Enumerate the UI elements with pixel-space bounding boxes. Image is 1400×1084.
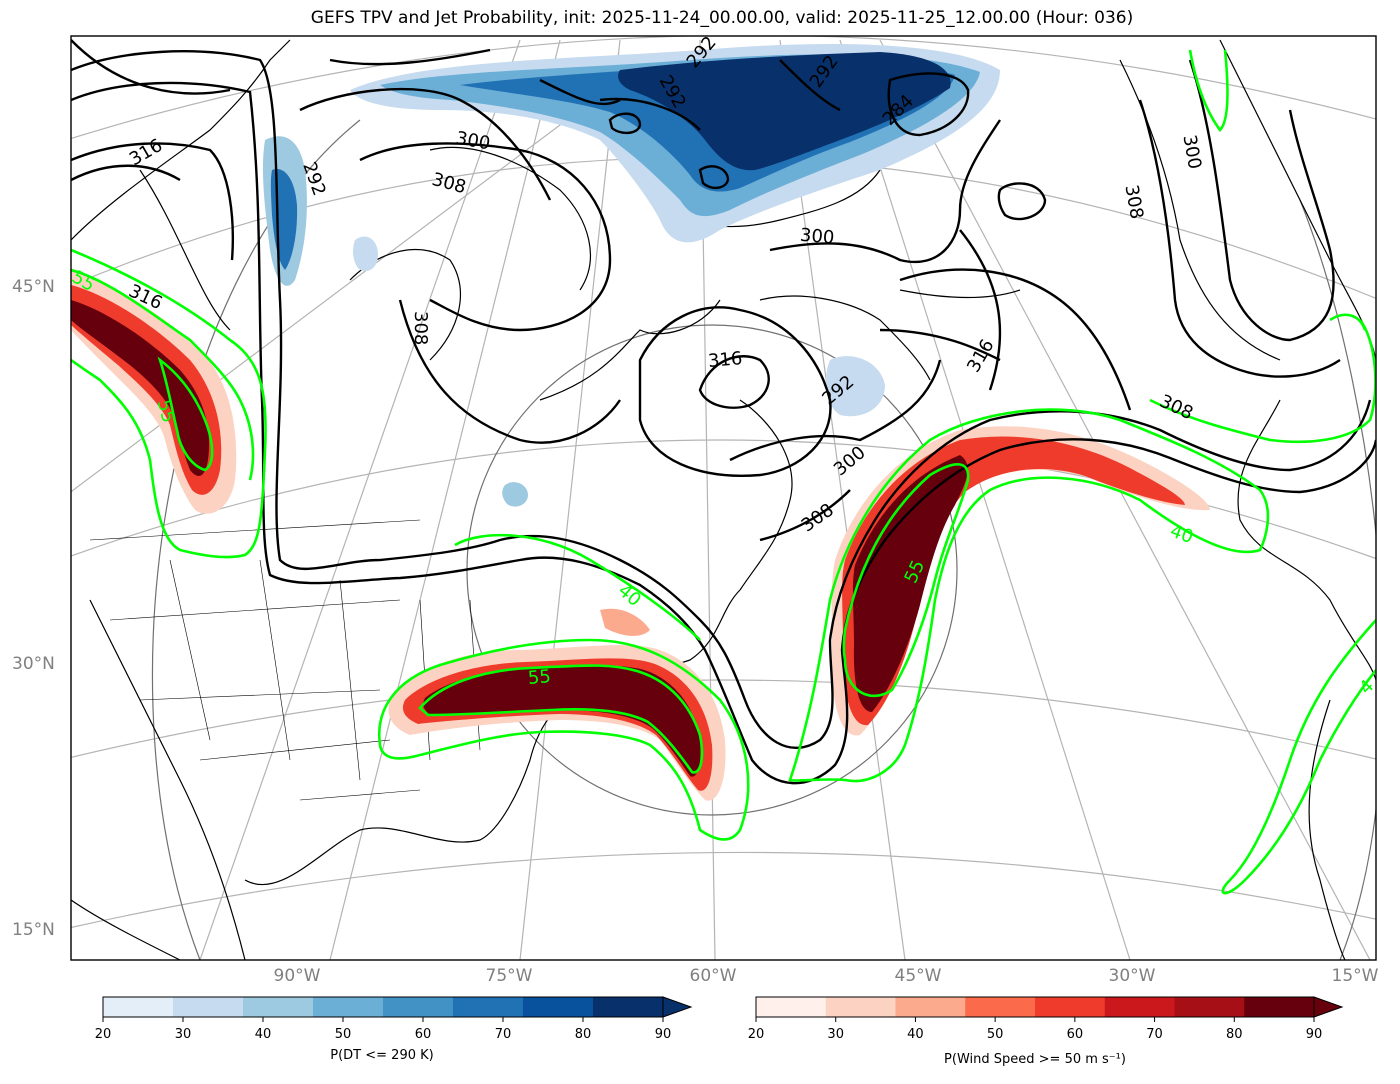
colorbar-swatch	[523, 997, 594, 1017]
colorbar-tick-label: 50	[986, 1027, 1004, 1042]
colorbar-swatch	[313, 997, 384, 1017]
colorbar-tick-label: 30	[174, 1027, 192, 1042]
colorbar-swatch	[173, 997, 244, 1017]
lat-label: 15°N	[12, 920, 55, 940]
lat-label: 45°N	[12, 277, 55, 297]
colorbar-swatch	[1244, 997, 1314, 1017]
chart-title: GEFS TPV and Jet Probability, init: 2025…	[310, 8, 1134, 28]
colorbar-swatch	[243, 997, 314, 1017]
theta-label: 300	[454, 128, 491, 155]
colorbar-frame	[755, 996, 1315, 1018]
colorbar-tick-label: 20	[94, 1027, 112, 1042]
colorbar-tick-label: 50	[334, 1027, 352, 1042]
colorbar-tick-label: 70	[494, 1027, 512, 1042]
theta-label: 308	[1156, 391, 1196, 425]
graticule-circles	[151, 119, 1376, 960]
colorbar-tick-label: 20	[747, 1027, 765, 1042]
lon-label: 75°W	[485, 966, 533, 986]
colorbar-tick-label: 40	[254, 1027, 272, 1042]
jet-label: 55	[527, 666, 552, 689]
colorbar-tick-label: 60	[414, 1027, 432, 1042]
colorbar-swatch	[895, 997, 966, 1017]
theta-contours	[71, 39, 1376, 785]
colorbar-dt-title: P(DT <= 290 K)	[330, 1048, 434, 1063]
jet-label: 40	[1167, 521, 1196, 549]
colorbar-wind-title: P(Wind Speed >= 50 m s⁻¹)	[944, 1052, 1126, 1067]
colorbar-swatch	[103, 997, 174, 1017]
lat-label: 30°N	[12, 654, 55, 674]
theta-label: 300	[799, 225, 835, 249]
colorbar-swatch	[1174, 997, 1245, 1017]
theta-label: 308	[430, 169, 469, 198]
colorbar-tick-label: 30	[827, 1027, 844, 1042]
wind-probability-fields	[71, 270, 1210, 801]
colorbar-frame	[102, 996, 664, 1018]
lon-label: 15°W	[1331, 966, 1379, 986]
colorbar-dt	[102, 996, 693, 1022]
theta-label: 308	[1120, 183, 1147, 220]
colorbar-tick-label: 40	[907, 1027, 924, 1042]
colorbar-extend-arrow	[662, 996, 693, 1018]
theta-label: 308	[410, 311, 431, 345]
lon-label: 60°W	[689, 966, 737, 986]
colorbar-tick-label: 80	[574, 1027, 592, 1042]
colorbar-tick-label: 70	[1146, 1027, 1163, 1042]
colorbar-swatch	[593, 997, 663, 1017]
colorbar-tick-label: 80	[1226, 1027, 1243, 1042]
colorbar-swatch	[756, 997, 827, 1017]
jet-contours	[71, 49, 1376, 895]
theta-label: 316	[707, 348, 743, 372]
lon-label: 90°W	[273, 966, 321, 986]
colorbar-swatch	[1035, 997, 1106, 1017]
colorbar-swatch	[453, 997, 524, 1017]
colorbar-swatch	[383, 997, 454, 1017]
lon-label: 30°W	[1108, 966, 1156, 986]
coastlines	[71, 39, 1376, 960]
colorbar-swatch	[825, 997, 896, 1017]
colorbar-swatch	[965, 997, 1036, 1017]
colorbar-swatch	[1104, 997, 1175, 1017]
colorbar-tick-label: 60	[1066, 1027, 1084, 1042]
state-borders	[89, 519, 481, 801]
theta-label: 300	[1178, 133, 1205, 170]
colorbar-tick-label: 90	[654, 1027, 672, 1042]
colorbar-tick-label: 90	[1305, 1027, 1323, 1042]
map-frame	[70, 35, 1377, 961]
colorbar-extend-arrow	[1313, 996, 1344, 1018]
lon-label: 45°W	[894, 966, 942, 986]
colorbar-wind	[755, 996, 1344, 1022]
